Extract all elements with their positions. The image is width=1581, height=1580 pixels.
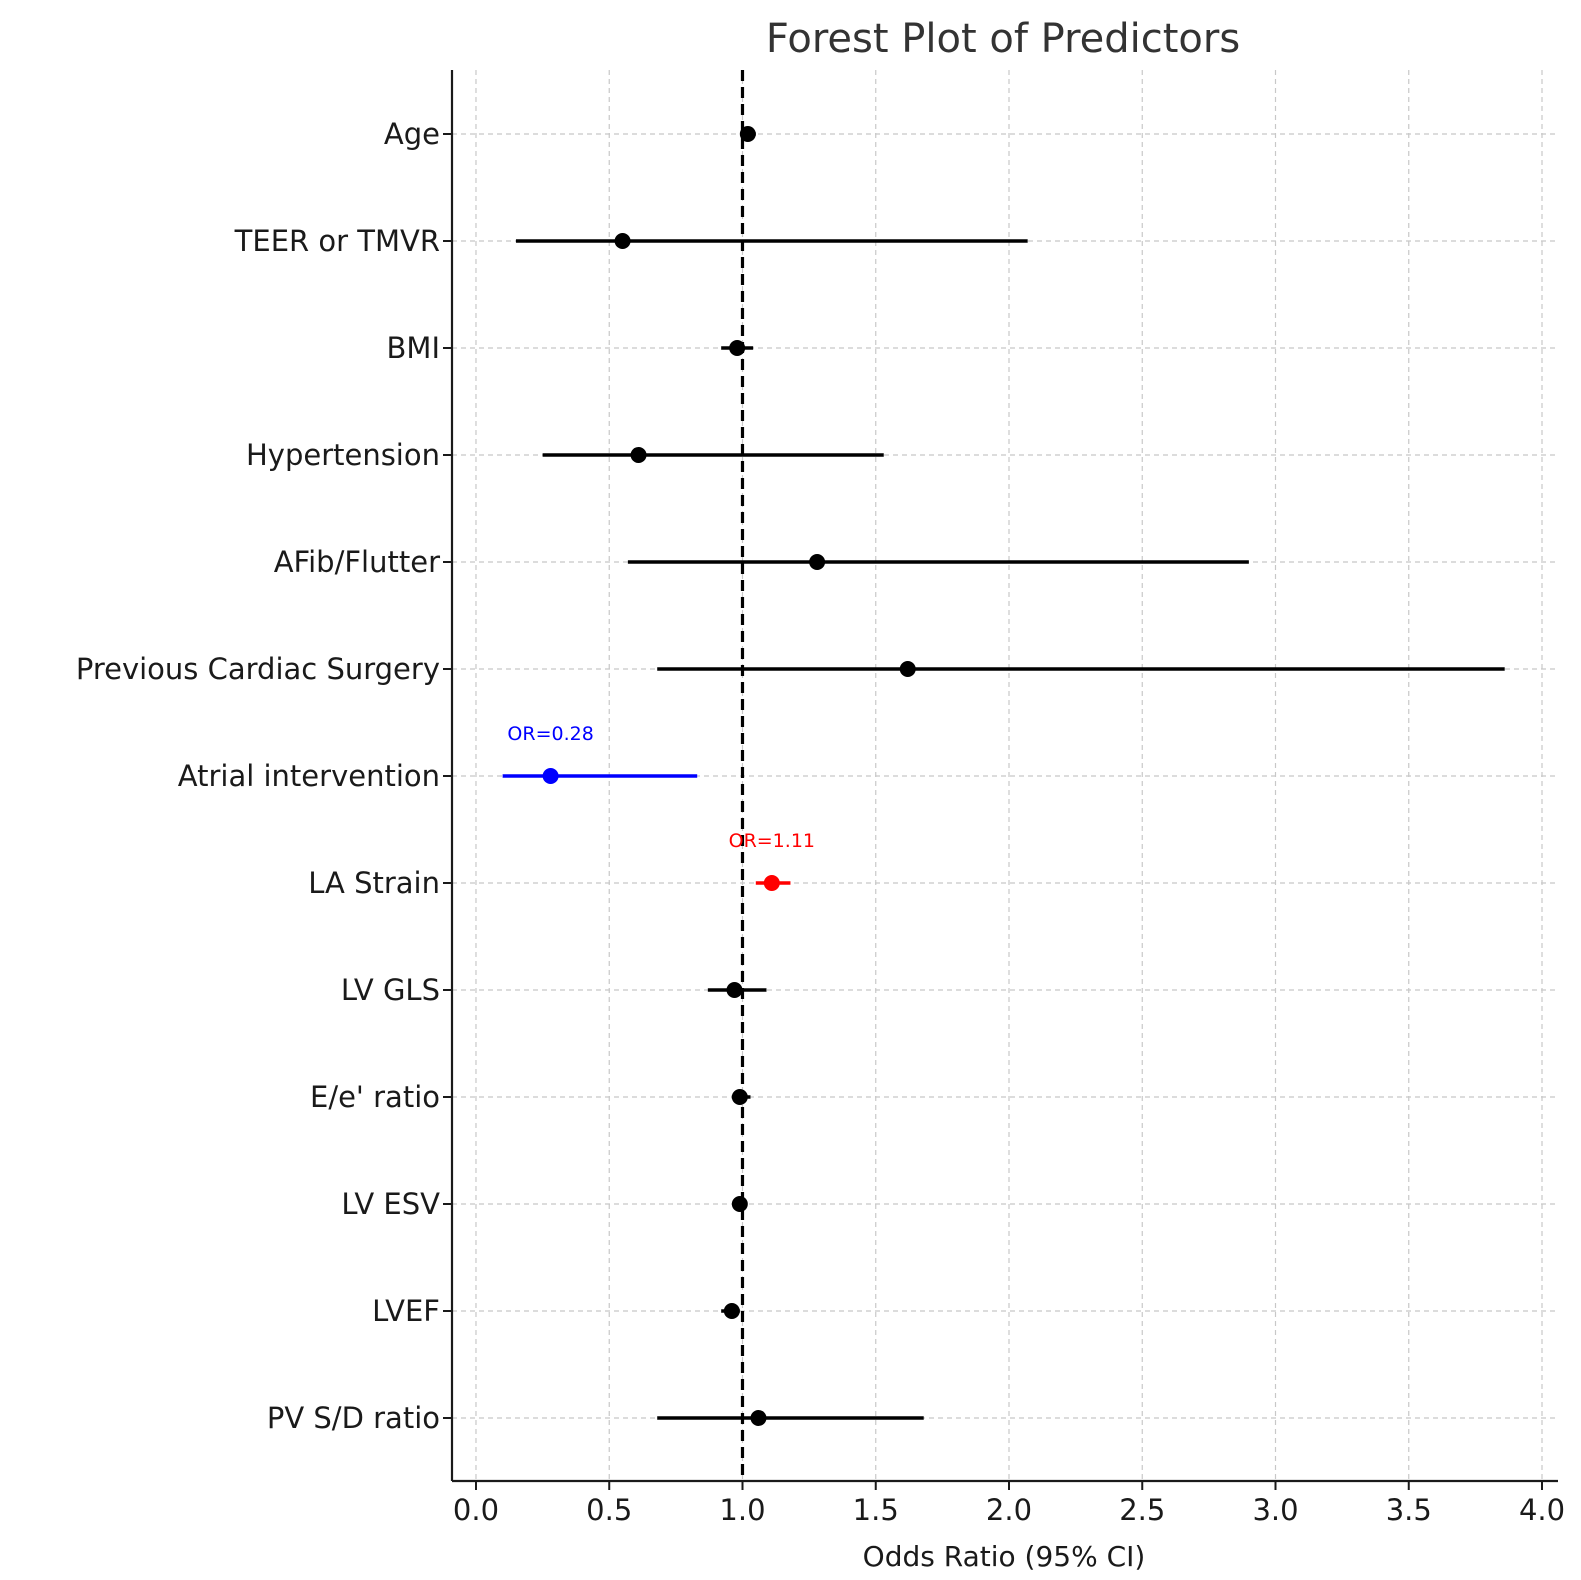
x-tick-label: 3.5 (1386, 1493, 1432, 1527)
or-point (809, 554, 826, 570)
or-annotation: OR=1.11 (729, 830, 815, 852)
predictor-label: TEER or TMVR (234, 224, 440, 258)
x-tick-label: 0.5 (586, 1493, 632, 1527)
x-tick-layer: 0.0 0.5 1.0 1.5 2.0 2.5 3.0 3.5 4.0 (453, 1481, 1565, 1527)
x-tick-label: 1.0 (719, 1493, 765, 1527)
predictor-label: LA Strain (308, 866, 440, 900)
predictor-label: E/e' ratio (310, 1080, 440, 1114)
predictor-label: LV GLS (341, 973, 440, 1007)
or-point (542, 768, 559, 784)
or-point (750, 1410, 767, 1426)
x-tick-label: 4.0 (1519, 1493, 1565, 1527)
x-tick-label: 1.5 (853, 1493, 899, 1527)
or-point (630, 447, 647, 463)
or-point (731, 1196, 748, 1212)
y-tick-layer: Age TEER or TMVR BMI Hypertension AFib/Flutt… (76, 117, 452, 1435)
or-point (763, 875, 780, 891)
series-layer: OR=0.28 OR=1.11 (502, 126, 1505, 1426)
or-point (739, 126, 756, 142)
or-point (899, 661, 916, 677)
predictor-label: Atrial intervention (178, 759, 440, 793)
or-annotation: OR=0.28 (507, 723, 593, 745)
x-tick-label: 3.0 (1252, 1493, 1298, 1527)
x-tick-label: 0.0 (453, 1493, 499, 1527)
or-point (729, 340, 746, 356)
predictor-label: Age (384, 117, 440, 151)
chart-title: Forest Plot of Predictors (766, 16, 1240, 62)
predictor-label: Previous Cardiac Surgery (76, 652, 440, 686)
predictor-label: LV ESV (341, 1187, 440, 1221)
or-point (731, 1089, 748, 1105)
x-axis-label: Odds Ratio (95% CI) (863, 1540, 1146, 1573)
predictor-label: BMI (387, 331, 440, 365)
x-tick-label: 2.0 (986, 1493, 1032, 1527)
or-point (614, 233, 631, 249)
predictor-label: LVEF (372, 1294, 440, 1328)
or-point (723, 1303, 740, 1319)
predictor-label: AFib/Flutter (274, 545, 440, 579)
or-point (726, 982, 743, 998)
x-tick-label: 2.5 (1119, 1493, 1165, 1527)
predictor-label: Hypertension (246, 438, 440, 472)
predictor-label: PV S/D ratio (267, 1401, 440, 1435)
